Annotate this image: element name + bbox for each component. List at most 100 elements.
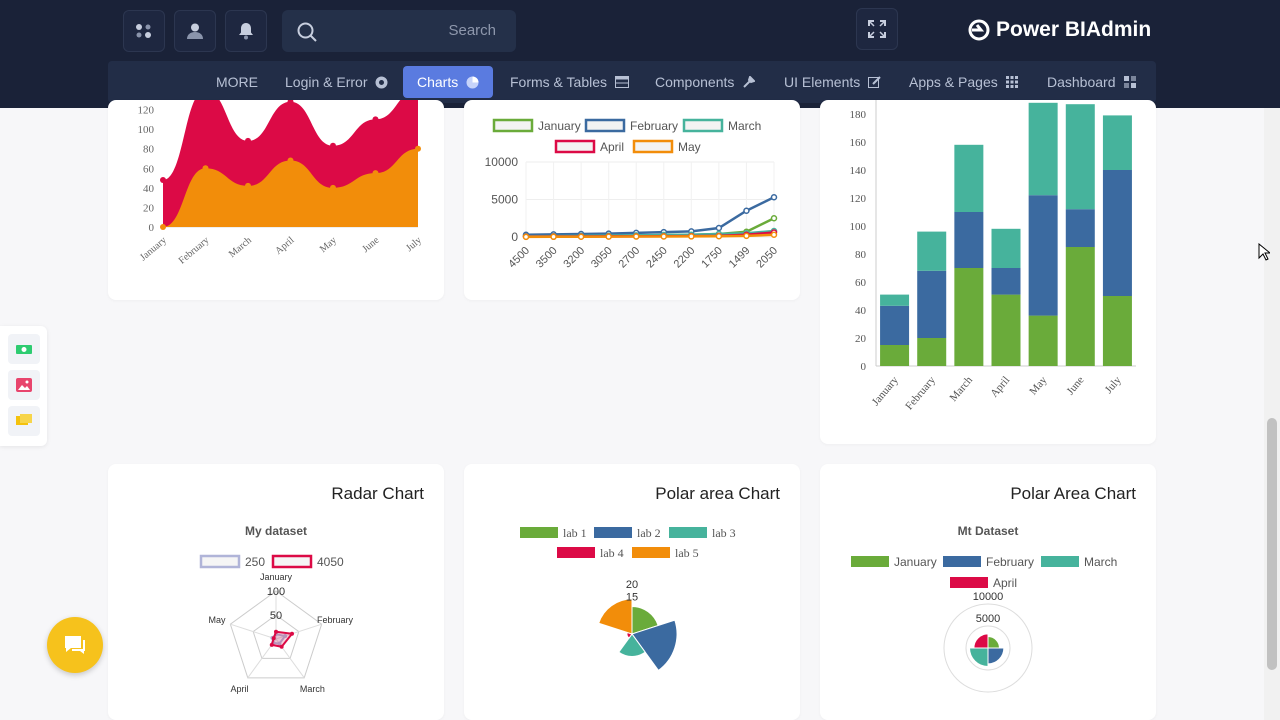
apps-button[interactable]: [123, 10, 165, 52]
radar-axis-label: January: [260, 572, 293, 582]
nav-forms-tables[interactable]: Forms & Tables: [506, 66, 633, 98]
polar-tick-label: 20: [626, 579, 638, 591]
line-chart: January February March April May 0 5000 10000 45…: [485, 118, 780, 271]
legend-swatch: [1041, 556, 1079, 567]
grid-icon: [1005, 76, 1018, 88]
area-point: [287, 157, 294, 164]
legend-swatch: [943, 556, 981, 567]
nav-ui-elements[interactable]: UI Elements: [780, 66, 885, 98]
image-tool-button[interactable]: [8, 370, 40, 400]
legend-label: April: [600, 140, 624, 154]
notifications-button[interactable]: [225, 10, 267, 52]
legend-swatch: [492, 118, 534, 133]
radar-point: [283, 634, 288, 639]
area-point: [372, 116, 379, 123]
legend-label: lab 4: [600, 546, 624, 560]
bar-segment: [1028, 315, 1058, 366]
nav-components[interactable]: Components: [651, 66, 759, 98]
nav-apps-pages[interactable]: Apps & Pages: [905, 66, 1022, 98]
x-tick-label: March: [227, 235, 254, 260]
chat-icon: [65, 636, 85, 654]
legend-label: lab 3: [712, 526, 736, 540]
line-point: [605, 233, 612, 240]
brand-name: Power BIAdmin: [996, 18, 1152, 41]
radar-dataset-title: My dataset: [245, 524, 307, 538]
user-button[interactable]: [174, 10, 216, 52]
radar-grid: [229, 590, 323, 679]
nav-more[interactable]: MORE: [212, 66, 262, 98]
x-tick-label: June: [360, 235, 382, 256]
pie-icon: [466, 76, 479, 88]
area-point: [415, 145, 421, 152]
line-point: [715, 233, 723, 240]
y-tick-label: 120: [138, 105, 155, 117]
x-tick-label: 3200: [561, 245, 587, 271]
edit-icon: [868, 75, 881, 88]
polar-tick-label: 5000: [976, 613, 1000, 625]
apps-icon: [136, 24, 151, 38]
polar-slice: [598, 598, 633, 635]
x-tick-label: April: [273, 235, 296, 257]
area-point: [330, 142, 336, 149]
radar-spoke: [230, 623, 277, 640]
y-tick-label: 40: [855, 305, 867, 317]
x-tick-label: April: [988, 374, 1012, 400]
radar-axis-label: May: [209, 615, 227, 625]
search-box[interactable]: Search: [282, 10, 516, 52]
y-tick-label: 80: [143, 144, 155, 156]
radar-point: [271, 636, 276, 641]
bar-segment: [1028, 195, 1058, 316]
legend-swatch: [851, 556, 889, 567]
brand[interactable]: Power BIAdmin: [968, 18, 1151, 42]
area-point: [287, 100, 294, 105]
legend-label: March: [728, 119, 761, 133]
bar-segment: [1028, 102, 1058, 196]
x-tick-label: June: [1064, 374, 1086, 397]
y-tick-label: 10000: [485, 155, 519, 169]
x-tick-label: July: [404, 235, 424, 254]
messages-tool-button[interactable]: [8, 406, 40, 436]
polar-slice: [987, 647, 1005, 665]
bar-segment: [1065, 104, 1095, 210]
polar-dataset-title: Mt Dataset: [958, 524, 1019, 538]
image-icon: [16, 378, 32, 392]
money-tool-button[interactable]: [8, 334, 40, 364]
top-bar: Search Power BIAdmin MORE Login & Error …: [0, 0, 1280, 108]
legend-label: March: [1084, 555, 1117, 569]
x-tick-label: 4500: [506, 245, 532, 271]
nav-dashboard[interactable]: Dashboard: [1043, 66, 1140, 98]
scrollbar-thumb[interactable]: [1267, 418, 1277, 670]
legend-swatch: [271, 554, 313, 569]
nav-login-error[interactable]: Login & Error: [281, 66, 392, 98]
line-point: [577, 233, 585, 240]
nav-forms-tables-label: Forms & Tables: [510, 74, 607, 90]
fullscreen-button[interactable]: [856, 8, 898, 50]
user-icon: [187, 23, 203, 39]
x-tick-label: 2700: [617, 245, 643, 271]
bar-segment: [917, 338, 947, 366]
circle-icon: [375, 76, 388, 88]
legend-swatch: [632, 139, 674, 154]
radar-chart: My dataset 250 4050 January February March Apr…: [199, 524, 353, 694]
x-tick-label: 1499: [727, 245, 753, 271]
radar-chart-card: Radar Chart My dataset 250 4050 January Febr…: [108, 464, 444, 720]
legend-label: lab 2: [637, 526, 661, 540]
x-tick-label: 2450: [644, 245, 670, 271]
x-tick-label: 3050: [589, 245, 615, 271]
chat-button[interactable]: [47, 617, 103, 673]
x-tick-label: 3500: [534, 245, 560, 271]
legend-label: January: [538, 119, 581, 133]
bar-segment: [954, 268, 984, 366]
nav-charts[interactable]: Charts: [403, 66, 494, 98]
fullscreen-icon: [868, 20, 886, 38]
y-tick-label: 80: [855, 249, 867, 261]
legend-label: 250: [245, 555, 265, 569]
x-tick-label: February: [903, 374, 938, 413]
y-tick-label: 160: [850, 137, 867, 149]
x-tick-label: 2200: [672, 245, 698, 271]
radar-point: [277, 641, 282, 646]
bar-segment: [954, 144, 984, 212]
x-tick-label: May: [1027, 374, 1049, 398]
area-point: [245, 182, 251, 189]
radar-chart-title: Radar Chart: [331, 484, 424, 503]
